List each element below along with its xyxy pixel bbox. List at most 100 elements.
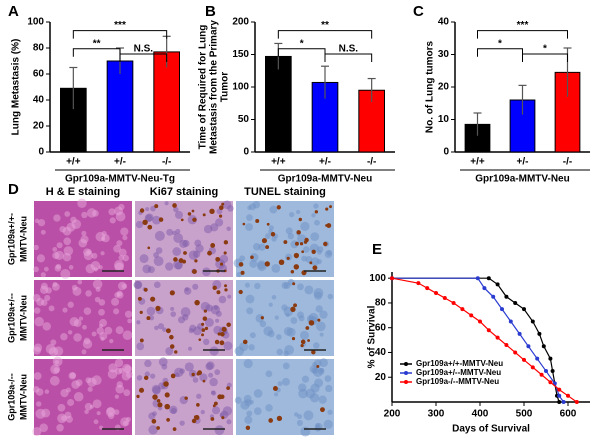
tissue-texture	[212, 406, 221, 415]
point	[513, 350, 518, 355]
tissue-texture	[317, 249, 322, 255]
tissue-texture	[189, 324, 197, 332]
tissue-texture	[41, 408, 51, 418]
stained-nucleus	[163, 381, 169, 387]
y-axis-label: Metastasis from the Primary	[209, 20, 220, 154]
stained-nucleus	[292, 282, 296, 286]
significance-label: *	[498, 38, 502, 49]
tissue-texture	[68, 265, 74, 270]
tissue-texture	[254, 282, 261, 290]
stained-nucleus	[286, 256, 290, 260]
tissue-texture	[118, 367, 125, 374]
stained-nucleus	[139, 310, 143, 314]
stained-nucleus	[299, 242, 304, 246]
tissue-texture	[87, 386, 93, 392]
tissue-texture	[249, 203, 256, 211]
tissue-texture	[122, 235, 128, 241]
tissue-texture	[300, 330, 309, 340]
tissue-texture	[69, 372, 77, 379]
tissue-texture	[311, 213, 316, 218]
tissue-texture	[92, 399, 102, 409]
tissue-texture	[91, 375, 102, 386]
x-tick-label: +/-	[114, 157, 126, 168]
tissue-texture	[83, 307, 92, 315]
tissue-texture	[77, 198, 87, 208]
stained-nucleus	[329, 205, 332, 209]
row-label: MMTV-Neu	[18, 216, 28, 262]
tissue-texture	[305, 388, 316, 399]
tissue-texture	[282, 362, 290, 370]
tissue-texture	[249, 253, 259, 262]
significance-bracket	[477, 30, 568, 39]
stained-nucleus	[224, 288, 228, 292]
tissue-texture	[173, 206, 179, 213]
tissue-texture	[312, 362, 318, 368]
tissue-texture	[162, 327, 167, 332]
point	[535, 356, 540, 361]
point	[495, 282, 500, 287]
y-tick-label: 80	[375, 298, 387, 309]
tissue-texture	[60, 268, 71, 279]
tissue-texture	[64, 211, 71, 217]
tissue-texture	[52, 247, 58, 252]
stained-nucleus	[223, 251, 227, 255]
tissue-texture	[203, 338, 210, 346]
tissue-texture	[84, 409, 89, 415]
tissue-texture	[118, 248, 127, 257]
tissue-texture	[244, 282, 250, 288]
significance-label: **	[93, 38, 101, 49]
stained-nucleus	[290, 306, 296, 312]
point	[557, 400, 562, 404]
stained-nucleus	[295, 241, 299, 246]
y-tick-label: 60	[33, 69, 45, 80]
stained-nucleus	[184, 396, 188, 400]
stained-nucleus	[155, 305, 161, 311]
stained-nucleus	[191, 372, 195, 377]
tissue-texture	[125, 416, 131, 422]
tissue-texture	[114, 260, 124, 270]
tissue-texture	[114, 358, 124, 368]
tissue-texture	[32, 386, 40, 393]
significance-bracket	[119, 53, 168, 62]
tissue-texture	[289, 212, 295, 218]
column-heading: H & E staining	[46, 186, 121, 198]
tissue-texture	[115, 384, 125, 394]
tissue-texture	[298, 315, 305, 322]
tissue-texture	[116, 240, 123, 247]
stained-nucleus	[204, 326, 209, 331]
tissue-texture	[210, 390, 216, 395]
x-tick-label: 500	[516, 409, 533, 420]
tissue-texture	[246, 307, 254, 315]
y-tick-label: 100	[27, 17, 44, 28]
tissue-texture	[208, 372, 214, 378]
tissue-texture	[297, 283, 304, 291]
tissue-texture	[204, 318, 214, 327]
tissue-texture	[305, 256, 313, 263]
point	[537, 331, 542, 336]
point	[574, 400, 579, 404]
tissue-texture	[314, 378, 324, 388]
stained-nucleus	[164, 392, 170, 398]
stained-nucleus	[309, 261, 313, 265]
tissue-texture	[318, 395, 327, 404]
tissue-texture	[304, 285, 314, 295]
tissue-texture	[78, 238, 88, 248]
point	[495, 335, 500, 340]
stained-nucleus	[169, 344, 175, 349]
tissue-texture	[303, 410, 314, 421]
stained-nucleus	[308, 320, 315, 326]
point	[522, 307, 526, 312]
panel-letter: B	[205, 3, 216, 20]
tissue-texture	[285, 312, 290, 318]
stained-nucleus	[136, 394, 140, 399]
stained-nucleus	[196, 403, 200, 407]
stained-nucleus	[260, 316, 264, 320]
significance-label: **	[321, 20, 329, 31]
tissue-texture	[206, 361, 215, 370]
tissue-texture	[253, 389, 263, 398]
tissue-texture	[170, 306, 175, 312]
tissue-texture	[315, 423, 320, 428]
tissue-texture	[200, 409, 205, 415]
y-tick-label: 100	[369, 273, 386, 284]
tissue-texture	[245, 223, 254, 231]
